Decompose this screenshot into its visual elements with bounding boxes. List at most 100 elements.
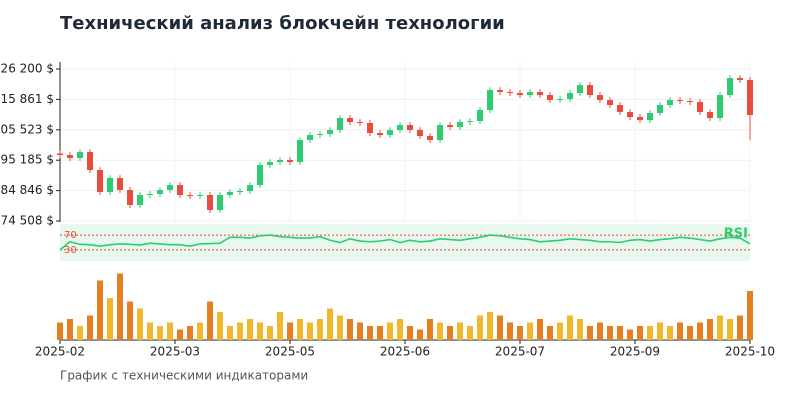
volume-bar xyxy=(667,326,673,340)
volume-bar xyxy=(437,322,443,340)
volume-bar xyxy=(747,291,753,340)
candle-body xyxy=(467,121,473,123)
volume-bar xyxy=(717,315,723,340)
candle-body xyxy=(657,105,663,114)
volume-bar xyxy=(357,322,363,340)
volume-bar xyxy=(727,319,733,340)
candle-body xyxy=(317,134,323,136)
volume-bar xyxy=(127,301,133,340)
volume-bar xyxy=(257,322,263,340)
candle-body xyxy=(57,153,63,156)
volume-bar xyxy=(237,322,243,340)
candle-body xyxy=(267,162,273,166)
candle-body xyxy=(207,195,213,211)
volume-bar xyxy=(147,322,153,340)
volume-bar xyxy=(537,319,543,340)
candle-body xyxy=(717,95,723,119)
volume-bar xyxy=(517,326,523,340)
candle-body xyxy=(637,117,643,121)
x-tick-label: 2025-05 xyxy=(265,345,315,359)
x-tick-label: 2025-10 xyxy=(725,345,775,359)
volume-bar xyxy=(487,312,493,340)
volume-bar xyxy=(117,273,123,340)
volume-bar xyxy=(167,322,173,340)
candle-body xyxy=(237,191,243,193)
volume-bar xyxy=(287,322,293,340)
candle-body xyxy=(517,93,523,96)
volume-bar xyxy=(77,326,83,340)
volume-bar xyxy=(677,322,683,340)
volume-bar xyxy=(367,326,373,340)
volume-bar xyxy=(507,322,513,340)
candle-body xyxy=(147,194,153,196)
volume-bar xyxy=(467,326,473,340)
x-tick-label: 2025-09 xyxy=(610,345,660,359)
candle-body xyxy=(477,110,483,122)
candle-body xyxy=(187,195,193,197)
rsi-label: RSI xyxy=(724,227,748,242)
candle-body xyxy=(257,165,263,186)
candle-body xyxy=(307,135,313,141)
y-tick-label: 195 185 $ xyxy=(0,153,54,167)
candle-body xyxy=(697,102,703,113)
volume-bar xyxy=(297,319,303,340)
candle-body xyxy=(337,118,343,131)
candle-body xyxy=(167,185,173,191)
x-tick-label: 2025-03 xyxy=(150,345,200,359)
candle-body xyxy=(107,178,113,193)
candle-body xyxy=(217,195,223,211)
candle-body xyxy=(417,130,423,137)
volume-bar xyxy=(417,329,423,340)
volume-bar xyxy=(197,322,203,340)
volume-bar xyxy=(317,319,323,340)
volume-bar xyxy=(377,326,383,340)
volume-bar xyxy=(347,319,353,340)
candle-body xyxy=(407,125,413,131)
volume-bar xyxy=(187,326,193,340)
candle-body xyxy=(397,125,403,131)
candle-body xyxy=(177,185,183,196)
candle-body xyxy=(677,100,683,102)
volume-bar xyxy=(97,280,103,340)
candle-body xyxy=(577,85,583,94)
volume-bar xyxy=(107,298,113,340)
rsi-level-label: 30 xyxy=(64,245,77,256)
volume-bar xyxy=(247,319,253,340)
candle-body xyxy=(567,93,573,100)
volume-bar xyxy=(627,329,633,340)
y-tick-label: 205 523 $ xyxy=(0,122,54,136)
y-tick-label: 215 861 $ xyxy=(0,92,54,106)
volume-bar xyxy=(407,326,413,340)
volume-bar xyxy=(67,319,73,340)
candle-body xyxy=(617,105,623,113)
candle-body xyxy=(427,136,433,141)
candle-body xyxy=(537,92,543,96)
volume-bar xyxy=(577,319,583,340)
volume-bar xyxy=(527,322,533,340)
volume-bar xyxy=(57,322,63,340)
volume-bar xyxy=(637,326,643,340)
candle-body xyxy=(157,190,163,195)
candle-body xyxy=(287,160,293,163)
volume-bar xyxy=(697,322,703,340)
rsi-level-label: 70 xyxy=(64,230,77,241)
volume-bar xyxy=(647,326,653,340)
candle-body xyxy=(357,122,363,124)
candle-body xyxy=(587,85,593,96)
candle-body xyxy=(437,125,443,141)
candle-body xyxy=(687,101,693,103)
volume-bar xyxy=(707,319,713,340)
volume-bar xyxy=(337,315,343,340)
volume-bar xyxy=(497,315,503,340)
candle-body xyxy=(507,92,513,94)
volume-bar xyxy=(307,322,313,340)
volume-bar xyxy=(177,329,183,340)
volume-bar xyxy=(157,326,163,340)
rsi-panel xyxy=(60,224,750,261)
volume-bar xyxy=(217,312,223,340)
chart-title: Технический анализ блокчейн технологии xyxy=(60,13,505,34)
volume-bar xyxy=(607,326,613,340)
candle-body xyxy=(367,123,373,134)
candle-body xyxy=(547,95,553,101)
candle-body xyxy=(297,140,303,163)
